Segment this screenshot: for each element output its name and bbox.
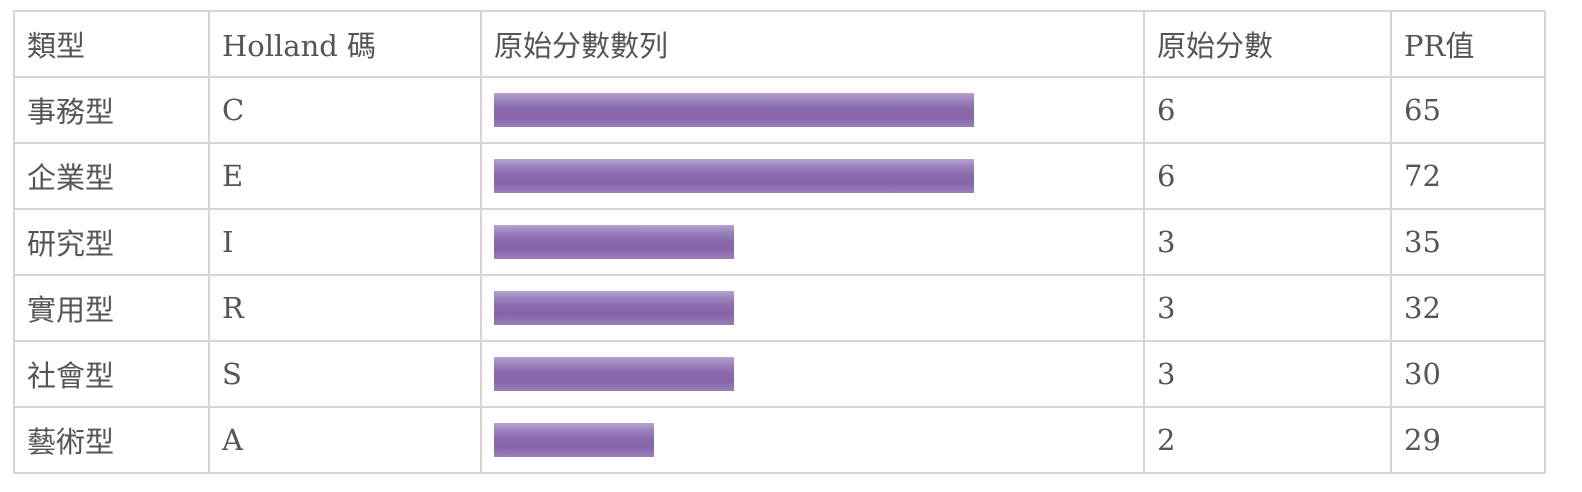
header-raw-score: 原始分數 [1143,10,1392,78]
cell-pr-value: 30 [1390,340,1546,408]
cell-type: 藝術型 [13,406,210,474]
score-bar [494,225,734,259]
cell-score-bar [480,76,1145,144]
cell-raw-score: 6 [1143,76,1392,144]
cell-pr-value: 35 [1390,208,1546,276]
cell-raw-score: 3 [1143,340,1392,408]
cell-score-bar [480,142,1145,210]
header-row: 類型 Holland 碼 原始分數數列 原始分數 PR值 [13,10,1546,78]
table-row: 社會型 S 3 30 [13,340,1546,408]
cell-raw-score: 2 [1143,406,1392,474]
cell-raw-score: 3 [1143,274,1392,342]
cell-score-bar [480,340,1145,408]
cell-type: 社會型 [13,340,210,408]
cell-pr-value: 65 [1390,76,1546,144]
score-bar [494,93,974,127]
cell-type: 企業型 [13,142,210,210]
header-type: 類型 [13,10,210,78]
cell-score-bar [480,208,1145,276]
cell-holland-code: E [208,142,482,210]
score-bar [494,423,654,457]
header-pr-value: PR值 [1390,10,1546,78]
score-bar [494,159,974,193]
cell-raw-score: 3 [1143,208,1392,276]
cell-holland-code: C [208,76,482,144]
header-score-bar: 原始分數數列 [480,10,1145,78]
cell-type: 事務型 [13,76,210,144]
cell-holland-code: I [208,208,482,276]
cell-raw-score: 6 [1143,142,1392,210]
header-holland-code: Holland 碼 [208,10,482,78]
score-bar [494,357,734,391]
cell-holland-code: R [208,274,482,342]
table-row: 企業型 E 6 72 [13,142,1546,210]
cell-type: 研究型 [13,208,210,276]
cell-holland-code: A [208,406,482,474]
table-row: 藝術型 A 2 29 [13,406,1546,474]
table-row: 實用型 R 3 32 [13,274,1546,342]
cell-type: 實用型 [13,274,210,342]
holland-score-table: 類型 Holland 碼 原始分數數列 原始分數 PR值 事務型 C 6 65 … [13,10,1546,474]
cell-score-bar [480,406,1145,474]
cell-holland-code: S [208,340,482,408]
table-row: 研究型 I 3 35 [13,208,1546,276]
score-bar [494,291,734,325]
cell-score-bar [480,274,1145,342]
cell-pr-value: 29 [1390,406,1546,474]
table-row: 事務型 C 6 65 [13,76,1546,144]
cell-pr-value: 72 [1390,142,1546,210]
cell-pr-value: 32 [1390,274,1546,342]
